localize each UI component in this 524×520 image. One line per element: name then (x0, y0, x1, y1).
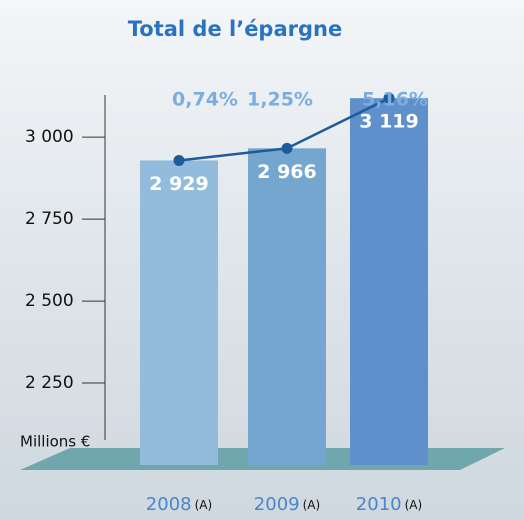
category-note: (A) (195, 498, 213, 512)
category-note: (A) (303, 498, 321, 512)
category: 2009 (254, 494, 300, 515)
unit-label: Millions € (20, 433, 90, 451)
y-tick-label: 2 750 (25, 209, 74, 229)
y-tick-label: 2 250 (25, 373, 74, 393)
category: 2008 (146, 494, 192, 515)
chart-title: Total de l’épargne (128, 17, 342, 41)
growth-label: 5,16% (362, 89, 428, 111)
y-tick-label: 2 500 (25, 291, 74, 311)
growth-label: 1,25% (247, 89, 313, 111)
x-tick-label: 2010 (A) (356, 494, 422, 515)
line-dot (383, 92, 395, 104)
value-label: 2 966 (257, 161, 317, 183)
y-tick-label: 3 000 (25, 127, 74, 147)
bar (140, 160, 218, 465)
category-note: (A) (405, 498, 423, 512)
growth-label: 0,74% (172, 89, 238, 111)
line-dot (281, 142, 293, 154)
bar (248, 148, 326, 465)
line-dot (173, 154, 185, 166)
x-tick-label: 2009 (A) (254, 494, 320, 515)
x-tick-label: 2008 (A) (146, 494, 212, 515)
value-label: 3 119 (359, 111, 419, 133)
category: 2010 (356, 494, 402, 515)
bar (350, 98, 428, 466)
value-label: 2 929 (149, 173, 209, 195)
